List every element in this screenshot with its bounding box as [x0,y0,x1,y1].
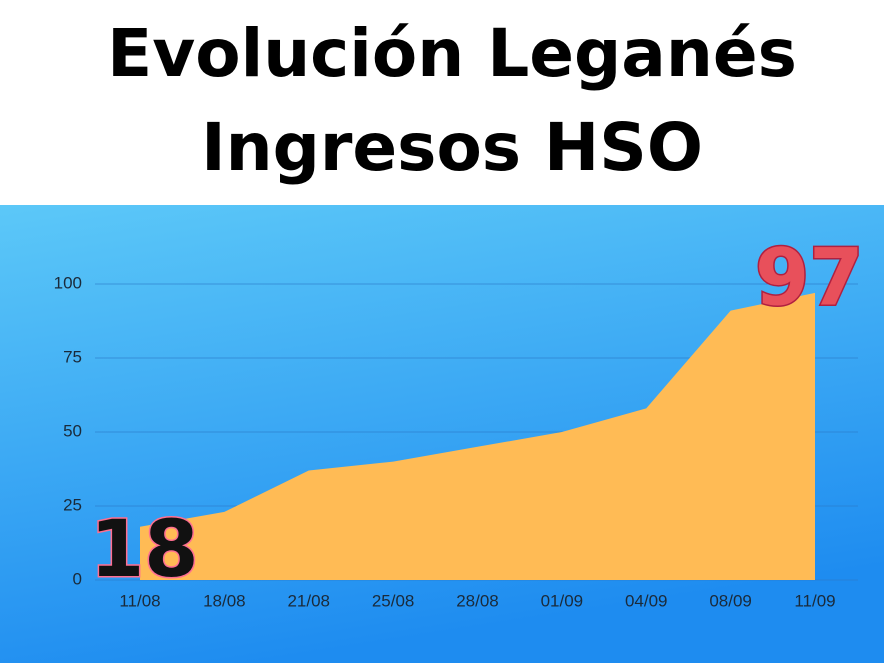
x-tick-label: 01/09 [541,591,584,610]
y-tick-label: 75 [63,347,82,366]
x-tick-label: 11/09 [794,591,835,610]
x-tick-label: 11/08 [119,591,160,610]
y-tick-label: 25 [63,495,82,514]
x-tick-label: 04/09 [625,591,668,610]
data-label: 97 [755,233,864,323]
x-tick-label: 25/08 [372,591,415,610]
x-tick-label: 28/08 [456,591,499,610]
data-label: 18 [90,505,199,595]
chart-title: Ingresos HSO [201,109,703,186]
header-background [0,0,884,205]
area [140,292,815,580]
x-tick-label: 08/09 [709,591,752,610]
chart-title: Evolución Leganés [107,15,797,92]
y-tick-label: 100 [54,273,82,292]
y-tick-label: 0 [73,569,82,588]
y-tick-label: 50 [63,421,82,440]
x-tick-label: 21/08 [287,591,330,610]
x-tick-label: 18/08 [203,591,246,610]
